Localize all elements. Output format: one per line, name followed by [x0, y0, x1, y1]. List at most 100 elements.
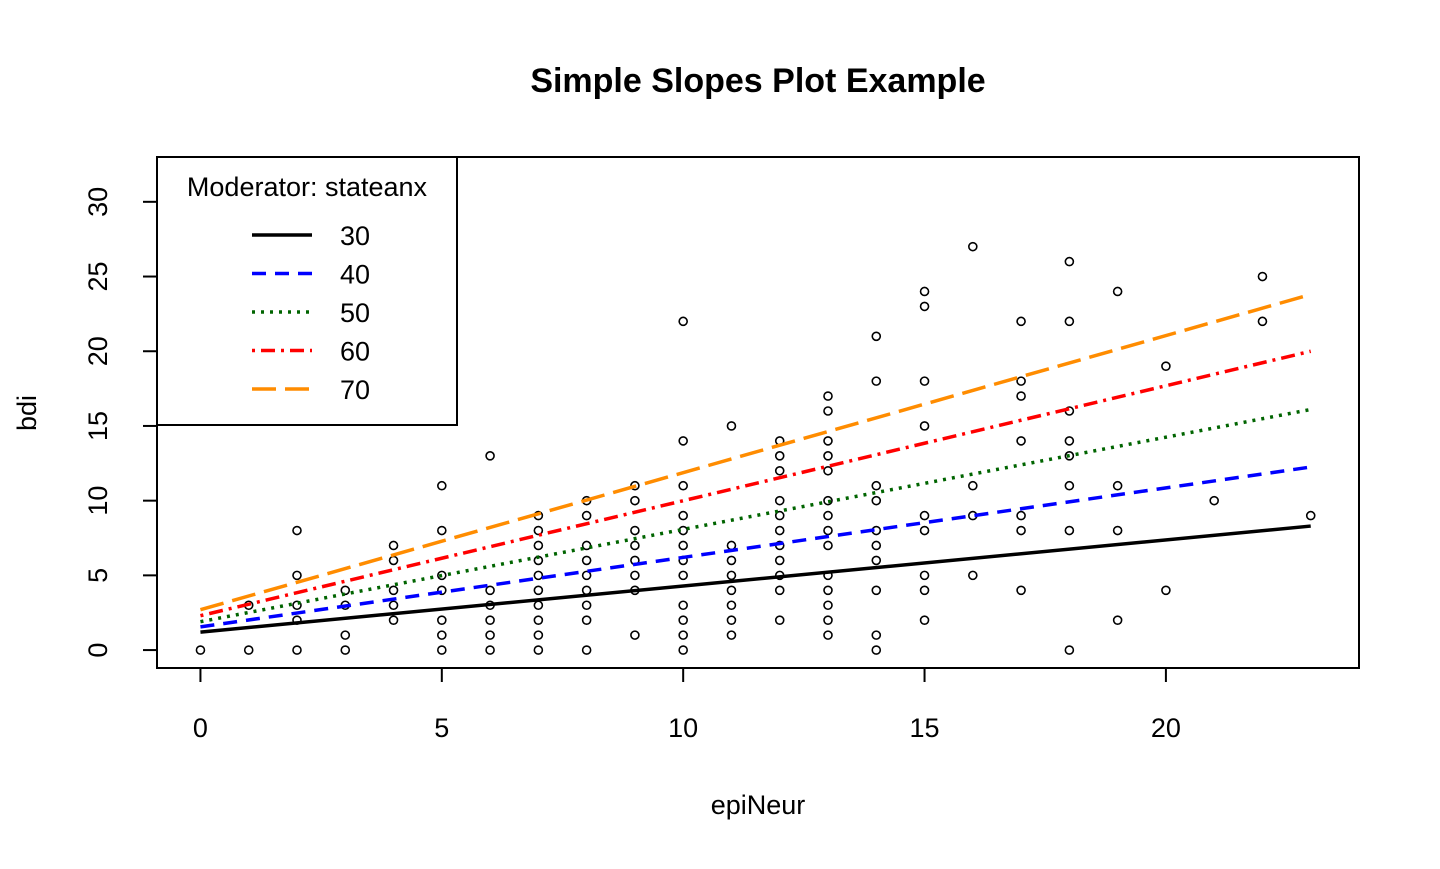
y-tick-label: 5	[83, 568, 113, 583]
x-tick-label: 5	[434, 713, 449, 743]
data-point	[581, 645, 592, 655]
data-point	[630, 570, 640, 581]
data-point	[968, 570, 978, 581]
data-point	[823, 615, 833, 625]
data-point	[919, 615, 930, 625]
data-point	[678, 630, 688, 640]
data-point	[581, 540, 592, 551]
data-point	[581, 615, 592, 625]
slope-line-50	[200, 407, 1312, 624]
data-point	[823, 540, 833, 551]
data-point	[871, 331, 882, 342]
data-point	[533, 525, 544, 536]
slope-lines	[199, 292, 1312, 634]
data-point	[1112, 286, 1123, 297]
data-point	[678, 510, 688, 521]
data-point	[871, 555, 882, 566]
data-point	[774, 495, 785, 506]
data-point	[871, 480, 882, 491]
data-point	[678, 436, 688, 446]
data-point	[1064, 451, 1075, 461]
data-point	[1209, 495, 1219, 506]
y-tick-label: 30	[83, 187, 113, 217]
data-point	[533, 630, 544, 640]
data-point	[774, 615, 785, 625]
data-point	[774, 525, 785, 536]
data-point	[1016, 391, 1026, 401]
data-point	[774, 510, 785, 521]
y-axis-label: bdi	[12, 395, 42, 431]
data-point	[919, 376, 930, 386]
data-point	[1257, 271, 1268, 282]
x-axis: 0 5 10 15 20	[193, 667, 1181, 743]
data-point	[968, 480, 978, 491]
data-point	[1112, 525, 1123, 536]
data-point	[871, 630, 882, 640]
data-point	[823, 391, 833, 401]
data-point	[437, 525, 447, 536]
data-point	[823, 465, 833, 476]
data-point	[195, 645, 206, 655]
y-tick-label: 10	[83, 486, 113, 516]
data-point	[1016, 585, 1026, 596]
data-point	[630, 525, 640, 536]
data-point	[1161, 361, 1171, 371]
data-point	[1016, 510, 1026, 521]
data-point	[340, 645, 351, 655]
data-point	[774, 465, 785, 476]
data-point	[919, 421, 930, 431]
data-point	[726, 615, 737, 625]
data-point	[1016, 436, 1026, 446]
y-axis: 0 5 10 15 20 25 30	[83, 187, 158, 658]
data-point	[774, 585, 785, 596]
data-point	[1016, 376, 1026, 386]
chart-title: Simple Slopes Plot Example	[530, 62, 985, 100]
data-point	[678, 480, 688, 491]
data-point	[919, 286, 930, 297]
data-point	[823, 510, 833, 521]
data-point	[437, 630, 447, 640]
data-point	[388, 555, 399, 566]
data-point	[630, 495, 640, 506]
data-point	[630, 540, 640, 551]
data-point	[774, 451, 785, 461]
data-point	[726, 570, 737, 581]
data-point	[823, 525, 833, 536]
data-point	[919, 301, 930, 312]
data-point	[823, 630, 833, 640]
data-point	[1064, 525, 1075, 536]
data-point	[243, 645, 254, 655]
y-tick-label: 15	[83, 411, 113, 441]
data-point	[581, 600, 592, 611]
data-point	[1112, 615, 1123, 625]
data-point	[1257, 316, 1268, 327]
slope-line-40	[200, 465, 1311, 629]
data-point	[437, 570, 447, 581]
legend: Moderator: stateanx 30 40 50 60 70	[156, 156, 458, 426]
data-point	[823, 600, 833, 611]
data-point	[1112, 480, 1123, 491]
legend-label-30: 30	[340, 221, 370, 251]
data-point	[485, 645, 495, 655]
legend-title: Moderator: stateanx	[187, 172, 428, 202]
data-point	[678, 645, 688, 655]
data-point	[919, 525, 930, 536]
data-point	[533, 570, 544, 581]
data-point	[871, 585, 882, 596]
data-point	[919, 510, 930, 521]
legend-label-40: 40	[340, 260, 370, 290]
data-point	[726, 555, 737, 566]
data-point	[485, 451, 495, 461]
data-point	[823, 451, 833, 461]
data-point	[823, 406, 833, 416]
data-point	[823, 585, 833, 596]
data-point	[340, 630, 351, 640]
slope-line-30	[200, 524, 1311, 634]
data-point	[774, 555, 785, 566]
data-point	[292, 570, 302, 581]
x-tick-label: 15	[910, 713, 940, 743]
legend-label-70: 70	[340, 375, 370, 405]
data-point	[581, 555, 592, 566]
